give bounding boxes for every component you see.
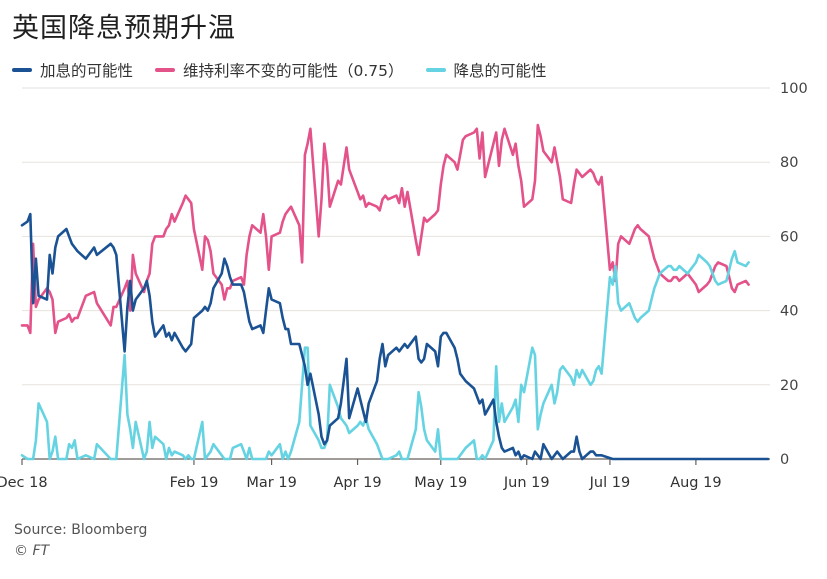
x-tick-label-3: Apr 19 [333, 475, 381, 491]
series-line-rate-cut [20, 249, 750, 461]
x-tick-label-7: Aug 19 [670, 475, 721, 491]
legend-swatch-hold [155, 68, 176, 72]
source-note: Source: Bloomberg © FT [14, 520, 147, 562]
x-tick-label-2: Mar 19 [246, 475, 296, 491]
chart-legend: 加息的可能性 维持利率不变的可能性（0.75） 降息的可能性 [12, 58, 569, 82]
y-tick-label-40: 40 [780, 304, 798, 320]
legend-label-hold: 维持利率不变的可能性（0.75） [183, 62, 404, 80]
legend-swatch-rate-hike [12, 68, 32, 72]
x-tick-label-1: Feb 19 [170, 475, 219, 491]
y-tick-label-20: 20 [780, 378, 798, 394]
y-tick-label-100: 100 [780, 81, 808, 97]
legend-swatch-rate-cut [425, 68, 446, 72]
chart-title: 英国降息预期升温 [12, 13, 236, 44]
x-tick-label-6: Jul 19 [589, 475, 631, 491]
x-tick-label-4: May 19 [414, 475, 467, 491]
y-tick-label-0: 0 [780, 452, 789, 468]
series-line-hold [20, 123, 750, 335]
source-text: Source: Bloomberg [14, 522, 148, 538]
series-line-rate-hike [20, 212, 770, 461]
y-tick-label-60: 60 [780, 229, 798, 245]
y-tick-label-80: 80 [780, 155, 798, 171]
credit-text: © FT [14, 543, 50, 559]
legend-label-rate-hike: 加息的可能性 [40, 62, 134, 80]
legend-item-rate-hike: 加息的可能性 [12, 59, 133, 81]
legend-item-rate-cut: 降息的可能性 [425, 59, 547, 81]
x-tick-label-0: Dec 18 [0, 475, 48, 491]
legend-label-rate-cut: 降息的可能性 [453, 62, 547, 80]
x-tick-label-5: Jun 19 [503, 475, 550, 491]
legend-item-hold: 维持利率不变的可能性（0.75） [155, 59, 404, 81]
